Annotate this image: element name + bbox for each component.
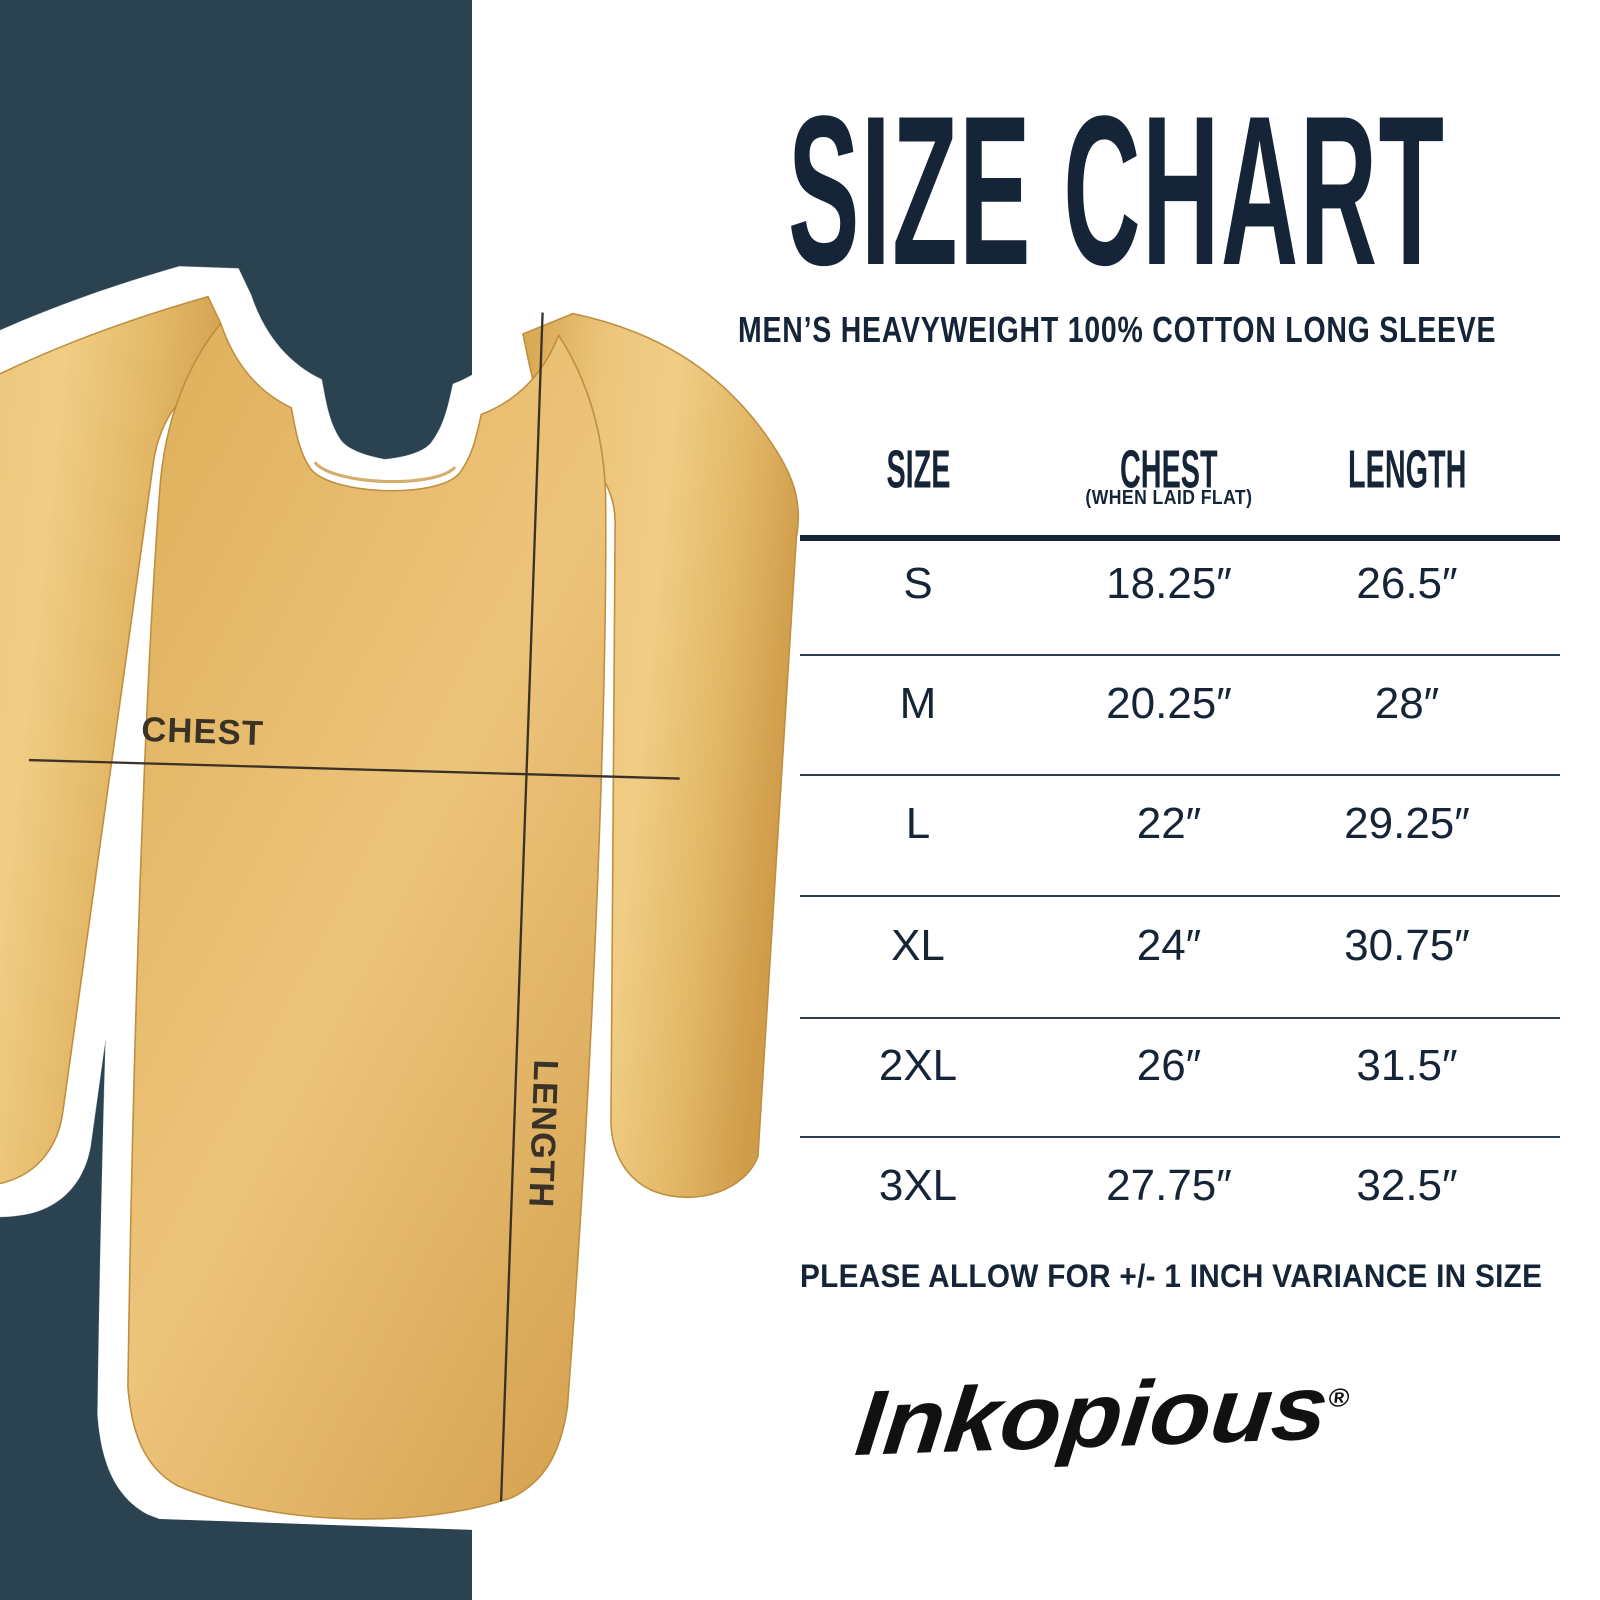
svg-text:CHEST: CHEST [141, 711, 265, 753]
svg-text:LENGTH: LENGTH [521, 1059, 564, 1209]
